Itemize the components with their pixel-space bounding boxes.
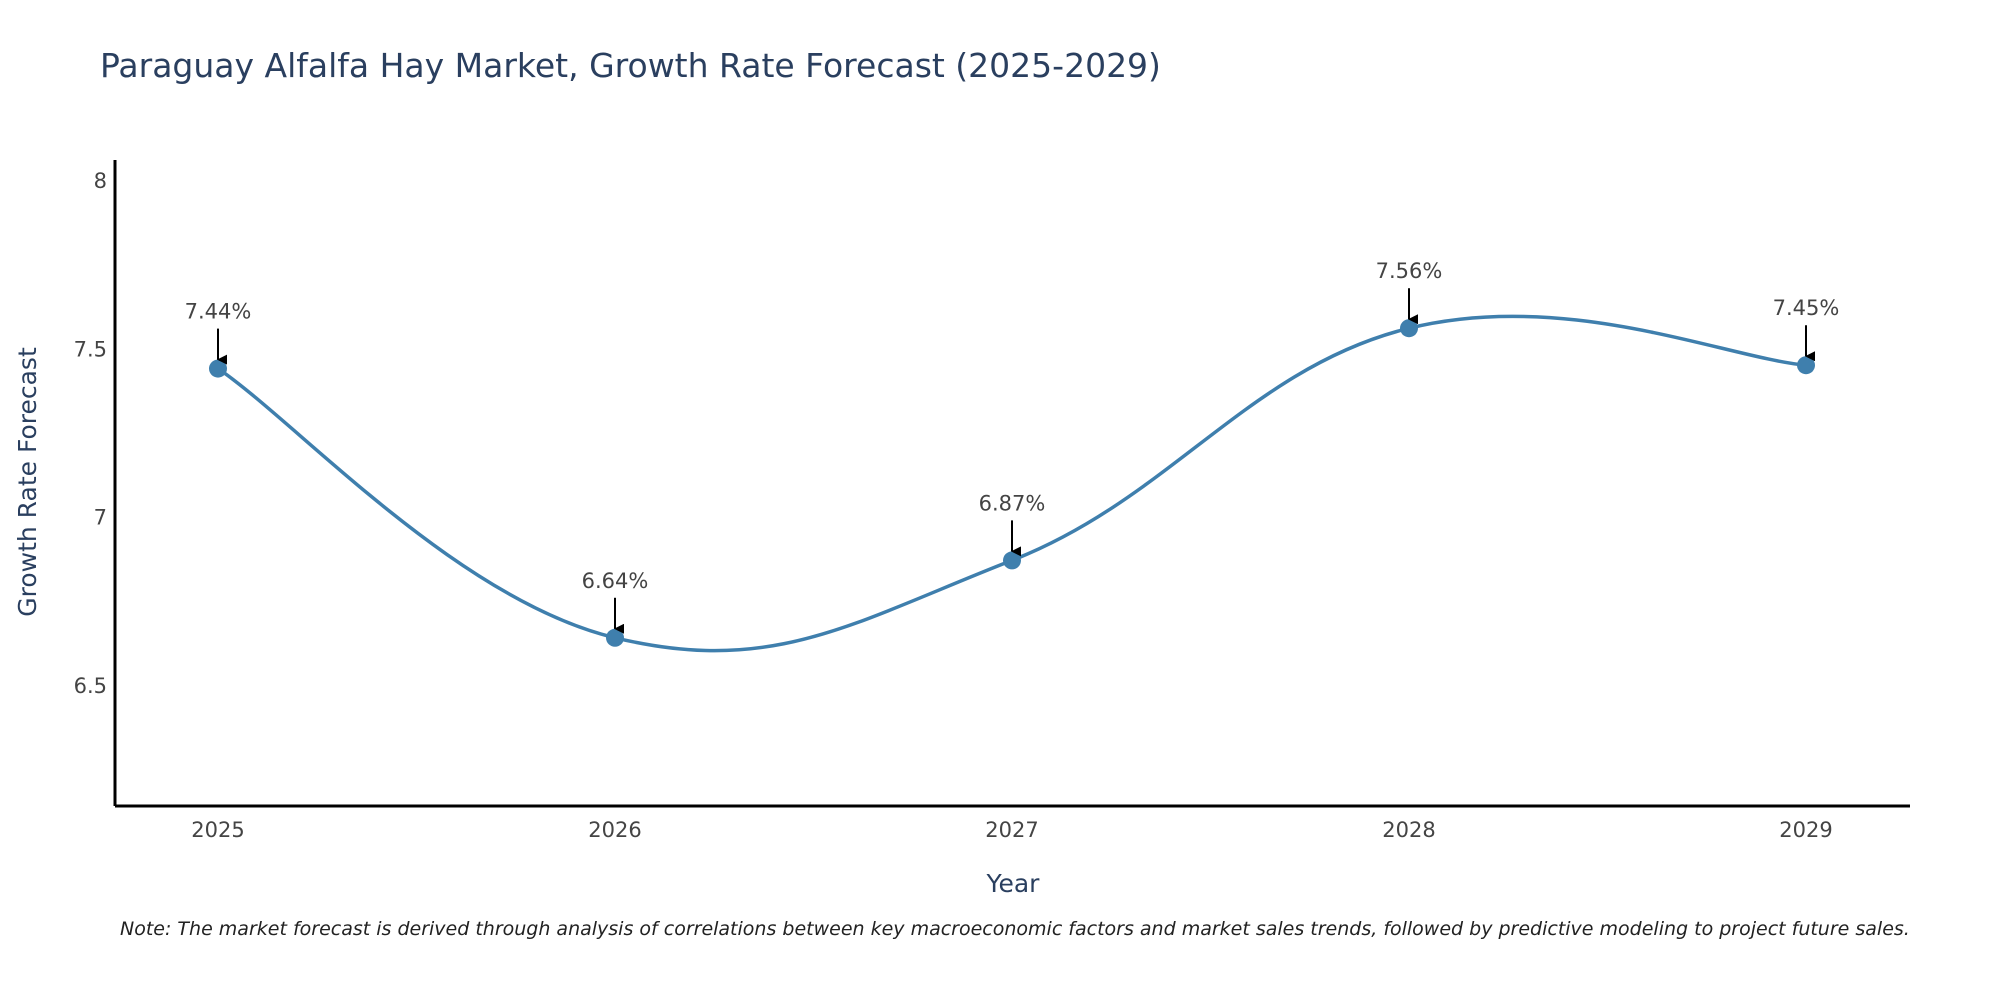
x-tick-label: 2027 — [985, 818, 1038, 842]
data-point-2026 — [606, 628, 624, 647]
x-tick-label: 2025 — [191, 818, 244, 842]
data-point-2027 — [1003, 551, 1021, 570]
x-axis-title: Year — [986, 869, 1041, 898]
x-tick-label: 2026 — [588, 818, 641, 842]
y-tick-label: 7 — [94, 506, 107, 530]
data-point-2028 — [1400, 319, 1418, 338]
data-label: 6.64% — [582, 569, 649, 593]
data-label: 7.45% — [1773, 296, 1840, 320]
y-tick-label: 8 — [94, 169, 107, 193]
data-annotations: 7.44% 6.64% 6.87% 7.56% 7.45% — [185, 259, 1840, 634]
data-label: 6.87% — [979, 491, 1046, 515]
x-tick-label: 2029 — [1779, 818, 1832, 842]
data-label: 7.44% — [185, 300, 252, 324]
series-line — [217, 314, 1807, 653]
x-axis-ticks: 2025 2026 2027 2028 2029 — [191, 818, 1832, 842]
data-label: 7.56% — [1376, 259, 1443, 283]
y-tick-label: 6.5 — [74, 674, 107, 698]
y-axis-ticks: 6.5 7 7.5 8 — [74, 169, 107, 698]
y-axis-title: Growth Rate Forecast — [13, 347, 42, 617]
footnote: Note: The market forecast is derived thr… — [120, 918, 1910, 940]
x-tick-label: 2028 — [1382, 818, 1435, 842]
y-tick-label: 7.5 — [74, 337, 107, 361]
series-markers — [209, 319, 1815, 647]
chart-title: Paraguay Alfalfa Hay Market, Growth Rate… — [100, 46, 1161, 85]
data-point-2025 — [209, 359, 227, 378]
data-point-2029 — [1797, 356, 1815, 375]
